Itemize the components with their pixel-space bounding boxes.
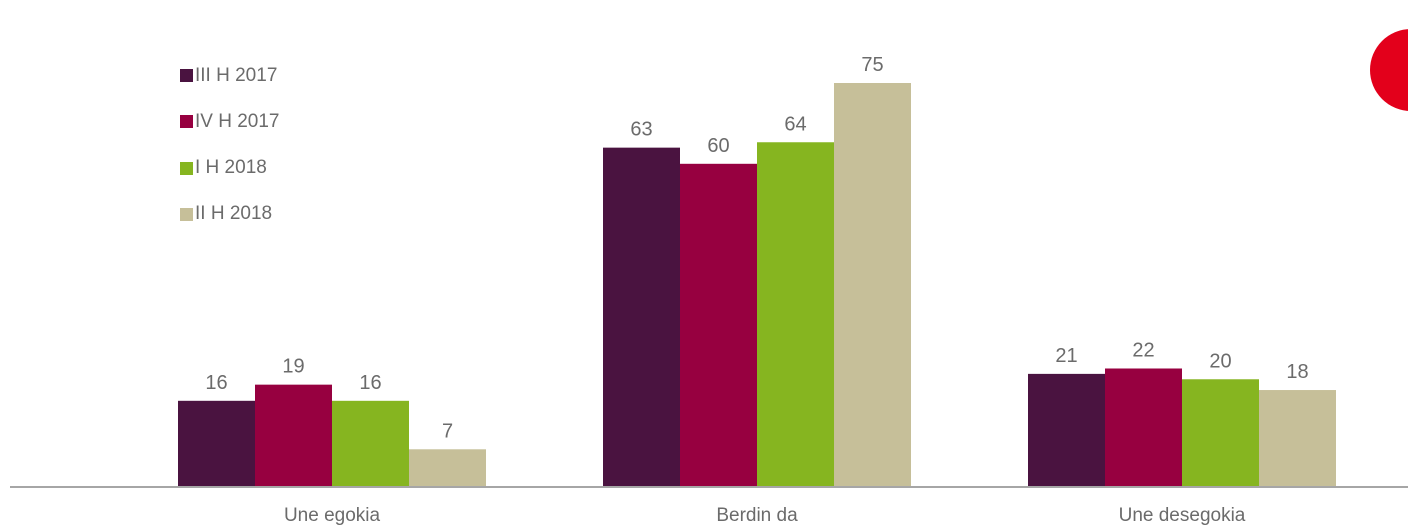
bar: [178, 400, 255, 487]
category-label: Une desegokia: [1119, 505, 1246, 526]
bar-value-label: 16: [205, 372, 227, 394]
bars-layer: [178, 83, 1336, 488]
bar: [409, 449, 486, 487]
bar-value-label: 18: [1286, 361, 1308, 383]
bar: [255, 384, 332, 487]
bar-value-label: 75: [861, 54, 883, 76]
category-label: Berdin da: [716, 505, 798, 526]
legend-item: II H 2018: [180, 203, 280, 226]
bar: [1182, 379, 1259, 487]
bar-value-label: 19: [282, 356, 304, 378]
bar: [1028, 373, 1105, 487]
legend-swatch: [180, 161, 193, 175]
category-labels-layer: Une egokia Berdin da Une desegokia: [284, 505, 1246, 526]
legend: III H 2017 IV H 2017 I H 2018 II H 2018: [180, 64, 280, 249]
legend-label: II H 2018: [195, 203, 273, 225]
bar-value-label: 20: [1209, 350, 1231, 372]
bar-value-label: 22: [1132, 339, 1154, 361]
bar-value-label: 21: [1055, 345, 1077, 367]
category-label: Une egokia: [284, 505, 381, 526]
legend-swatch: [180, 115, 193, 129]
legend-label: III H 2017: [195, 64, 278, 86]
bar-value-label: 64: [784, 113, 806, 135]
bar-value-label: 7: [442, 420, 453, 442]
legend-swatch: [180, 207, 193, 221]
bar-value-label: 16: [359, 372, 381, 394]
legend-item: I H 2018: [180, 157, 280, 180]
bar: [757, 142, 834, 487]
bar: [332, 400, 409, 487]
legend-swatch: [180, 69, 193, 82]
legend-item: IV H 2017: [180, 110, 280, 133]
bar-value-label: 63: [630, 119, 652, 141]
bar: [1105, 368, 1182, 487]
bar: [680, 163, 757, 488]
bar: [603, 147, 680, 487]
bar-value-label: 60: [707, 135, 729, 157]
bar: [834, 83, 911, 487]
legend-label: I H 2018: [195, 157, 267, 179]
bar: [1259, 390, 1336, 487]
legend-item: III H 2017: [180, 64, 280, 87]
legend-label: IV H 2017: [195, 110, 280, 132]
value-labels-layer: 16 19 16 7 63 60 64 75 21 22 20 18: [205, 54, 1308, 442]
